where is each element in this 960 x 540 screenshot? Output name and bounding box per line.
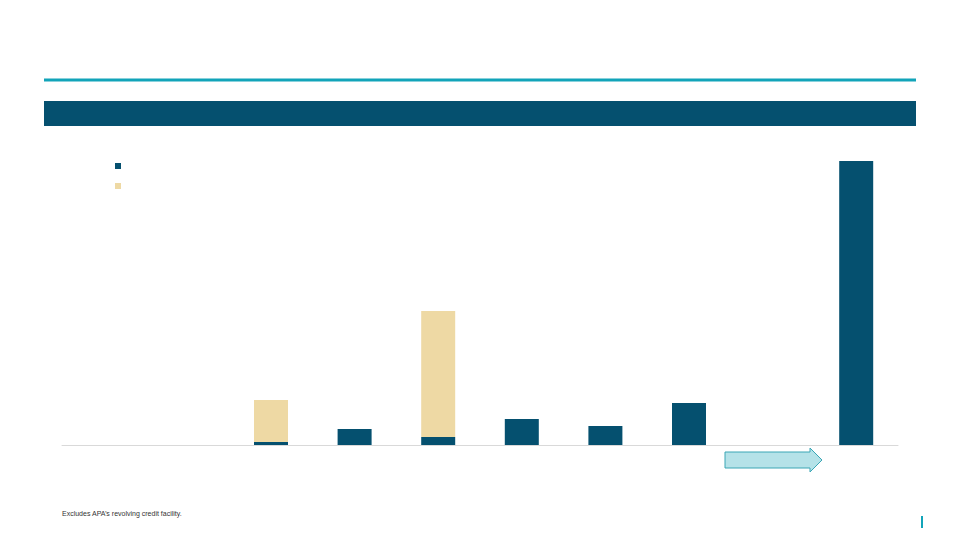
svg-text:Excludes APA’s revolving credi: Excludes APA’s revolving credit facility… bbox=[62, 510, 182, 518]
